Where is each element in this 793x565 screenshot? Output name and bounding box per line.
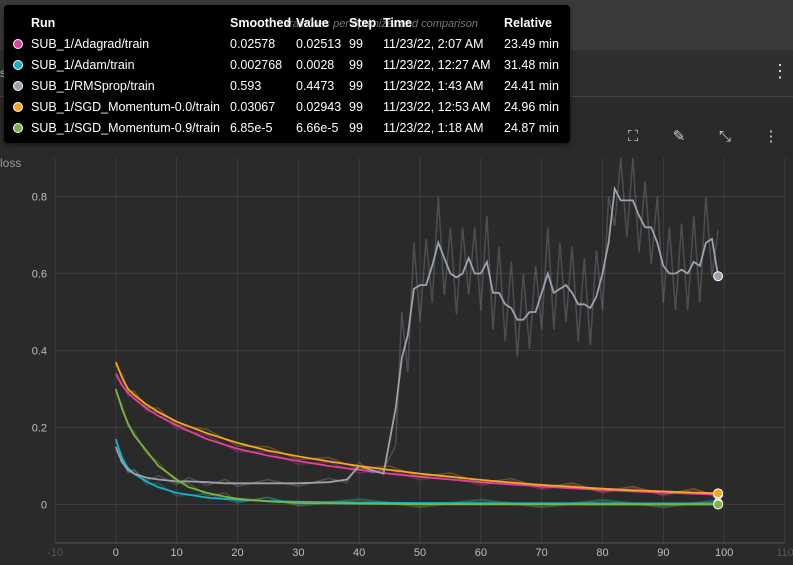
tooltip-row: SUB_1/RMSprop/train 0.593 0.4473 99 11/23/22… [4, 76, 570, 97]
y-tick-label: 0.4 [32, 346, 47, 358]
tooltip-cell-run: SUB_1/Adam/train [31, 58, 135, 72]
tooltip-cell-value: 0.02513 [296, 37, 342, 51]
x-tick-label: 100 [715, 547, 733, 559]
series-line [114, 185, 719, 485]
x-tick-label: 40 [353, 547, 365, 559]
y-tick-label: 0.2 [32, 423, 47, 435]
header-value: Value [296, 16, 329, 30]
header-time: Time [383, 16, 412, 30]
x-tick-label: 60 [475, 547, 487, 559]
tooltip-row: SUB_1/Adagrad/train 0.02578 0.02513 99 11/23… [4, 34, 570, 55]
ghost-subtitle: train/loss per optimizer and comparison [286, 18, 478, 30]
collapse-icon[interactable]: ⤡ [718, 127, 731, 145]
x-tick-label: 80 [596, 547, 608, 559]
fit-domain-icon[interactable]: ⛶ [627, 127, 639, 145]
tooltip-header-row: Run Smoothed Value Step Time Relative [4, 13, 570, 34]
tooltip-row: SUB_1/Adam/train 0.002768 0.0028 99 11/23/22… [4, 55, 570, 76]
plot-background [0, 150, 793, 565]
tooltip-cell-run: SUB_1/SGD_Momentum-0.0/train [31, 100, 220, 114]
series-line [114, 361, 719, 495]
series-color-dot [13, 39, 23, 49]
x-tick-label: 30 [292, 547, 304, 559]
series-end-point [713, 499, 724, 510]
tooltip-cell-step: 99 [349, 121, 363, 135]
chart-toolbar: ⛶ ✎ ⤡ ⋮ [621, 124, 783, 148]
x-tick-label: 10 [171, 547, 183, 559]
x-tick-label: 20 [231, 547, 243, 559]
more-vert-icon[interactable]: ⋮ [771, 61, 789, 81]
tooltip-cell-step: 99 [349, 58, 363, 72]
tooltip-cell-relative: 23.49 min [504, 37, 559, 51]
tooltip-cell-time: 11/23/22, 2:07 AM [383, 37, 484, 51]
series-end-point [713, 488, 724, 499]
tooltip-cell-relative: 24.87 min [504, 121, 559, 135]
x-tick-label: -10 [47, 547, 63, 559]
tooltip-cell-run: SUB_1/Adagrad/train [31, 37, 150, 51]
pin-icon[interactable]: ✎ [672, 128, 686, 145]
header-step: Step [349, 16, 377, 30]
series-line [114, 388, 719, 506]
tooltip-cell-run: SUB_1/SGD_Momentum-0.9/train [31, 121, 220, 135]
tooltip-cell-value: 0.02943 [296, 100, 342, 114]
tooltip-cell-smoothed: 0.03067 [230, 100, 276, 114]
series-line [115, 373, 719, 496]
x-tick-label: 70 [536, 547, 548, 559]
tooltip-cell-step: 99 [349, 79, 363, 93]
y-tick-label: 0 [41, 500, 47, 512]
data-tooltip: train/loss per optimizer and comparison … [4, 5, 570, 143]
series-color-dot [13, 60, 23, 70]
series-raw-line [115, 364, 719, 498]
tooltip-cell-smoothed: 0.002768 [230, 58, 283, 72]
series-color-dot [13, 102, 23, 112]
tooltip-cell-smoothed: 0.02578 [230, 37, 276, 51]
tooltip-cell-value: 6.66e-5 [296, 121, 339, 135]
tooltip-cell-run: SUB_1/RMSprop/train [31, 79, 155, 93]
y-series-label: loss [0, 156, 22, 170]
header-relative: Relative [504, 16, 552, 30]
series-end-point [713, 271, 724, 282]
x-tick-label: 0 [113, 547, 119, 559]
tooltip-cell-step: 99 [349, 100, 363, 114]
series-color-dot [13, 81, 23, 91]
tooltip-cell-relative: 24.96 min [504, 100, 559, 114]
header-run: Run [31, 16, 56, 30]
tooltip-cell-relative: 31.48 min [504, 58, 559, 72]
tooltip-cell-relative: 24.41 min [504, 79, 559, 93]
tooltip-cell-time: 11/23/22, 1:43 AM [383, 79, 484, 93]
y-tick-label: 0.8 [32, 192, 47, 204]
tooltip-cell-time: 11/23/22, 12:53 AM [383, 100, 491, 114]
series-color-dot [13, 123, 23, 133]
x-tick-label: 90 [657, 547, 669, 559]
tooltip-cell-smoothed: 6.85e-5 [230, 121, 273, 135]
tooltip-cell-step: 99 [349, 37, 363, 51]
series-raw-line [115, 157, 719, 488]
series-raw-line [115, 376, 719, 499]
x-tick-label: 110 [776, 547, 793, 559]
tooltip-row: SUB_1/SGD_Momentum-0.9/train 6.85e-5 6.66e… [4, 118, 570, 139]
x-tick-label: 50 [414, 547, 426, 559]
more-vert-icon[interactable]: ⋮ [763, 128, 779, 145]
tooltip-cell-time: 11/23/22, 12:27 AM [383, 58, 491, 72]
edge-label: s [0, 66, 6, 80]
header-smoothed: Smoothed [230, 16, 292, 30]
tooltip-cell-time: 11/23/22, 1:18 AM [383, 121, 484, 135]
tooltip-cell-smoothed: 0.593 [230, 79, 262, 93]
y-tick-label: 0.6 [32, 269, 47, 281]
tooltip-row: SUB_1/SGD_Momentum-0.0/train 0.03067 0.029… [4, 97, 570, 118]
tooltip-cell-value: 0.0028 [296, 58, 335, 72]
tooltip-cell-value: 0.4473 [296, 79, 335, 93]
